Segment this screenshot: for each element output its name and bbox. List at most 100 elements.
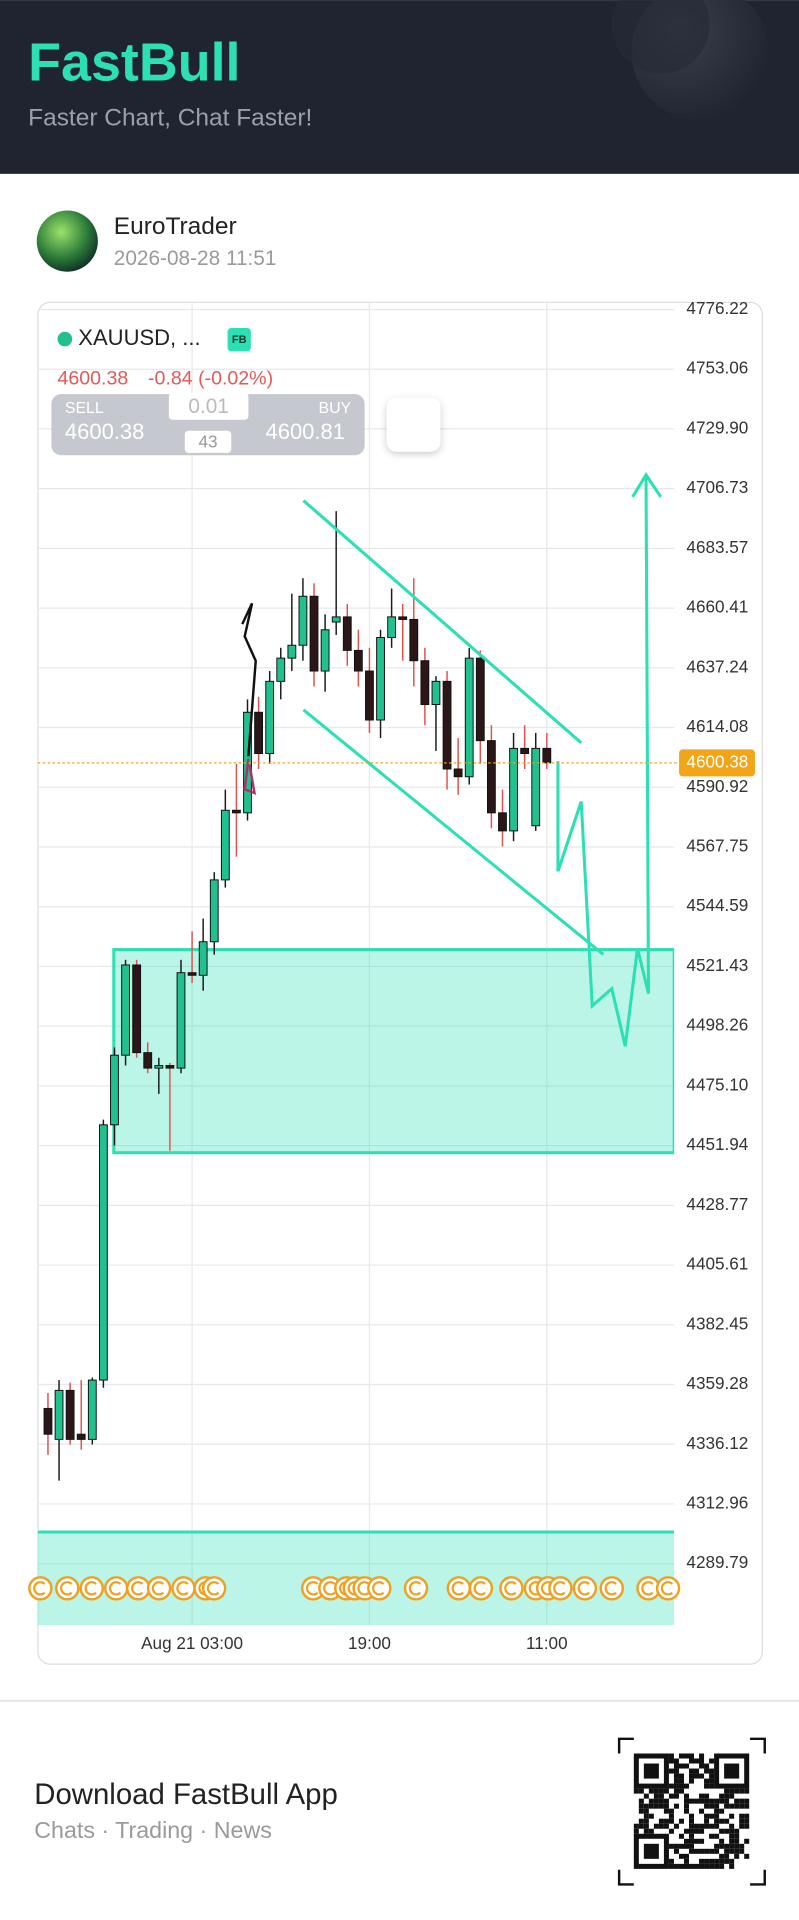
qr-cell — [704, 1823, 710, 1829]
candle-body — [54, 1389, 64, 1440]
qr-cell — [719, 1828, 725, 1834]
avatar[interactable] — [36, 210, 98, 272]
event-icon-glyph — [323, 1581, 336, 1596]
qr-cell — [688, 1833, 695, 1839]
qr-cell — [744, 1788, 750, 1794]
candle-body — [154, 1065, 164, 1069]
y-tick-label: 4451.94 — [686, 1134, 748, 1154]
arrow-head — [631, 472, 663, 498]
event-icon-glyph — [473, 1581, 486, 1596]
qr-cell — [638, 1823, 644, 1829]
qr-cell — [729, 1788, 735, 1794]
event-icon-glyph — [408, 1581, 422, 1596]
qr-cell — [653, 1803, 659, 1809]
qr-finder — [643, 1843, 659, 1859]
qr-cell — [714, 1818, 720, 1824]
qr-cell — [734, 1788, 740, 1794]
candle-body — [409, 618, 419, 662]
y-tick-label: 4521.43 — [686, 955, 748, 975]
qr-corner — [617, 1737, 634, 1754]
brand-subtitle: Faster Chart, Chat Faster! — [28, 104, 312, 131]
candle-body — [542, 747, 552, 764]
pen-stroke — [243, 758, 257, 795]
qr-cell — [643, 1808, 649, 1814]
qr-cell — [683, 1803, 689, 1809]
qr-cell — [673, 1763, 679, 1769]
y-tick-label: 4359.28 — [686, 1373, 748, 1393]
candle-body — [320, 629, 330, 672]
candle-body — [298, 595, 308, 646]
qr-cell — [673, 1848, 679, 1854]
y-tick-label: 4336.12 — [686, 1433, 748, 1453]
candle-body — [87, 1379, 97, 1440]
qr-cell — [678, 1773, 684, 1779]
qr-cell — [688, 1778, 695, 1784]
qr-cell — [658, 1793, 664, 1799]
footer-subtitle: Chats · Trading · News — [34, 1817, 272, 1843]
toolbar-button[interactable] — [386, 397, 441, 452]
candle-body — [198, 941, 208, 976]
candle-body — [276, 657, 286, 682]
lot-box[interactable] — [168, 392, 249, 420]
spread-box — [184, 430, 232, 453]
qr-cell — [643, 1803, 649, 1809]
buy-label[interactable]: BUY — [318, 400, 351, 417]
qr-cell — [724, 1853, 730, 1859]
candle-body — [43, 1407, 53, 1435]
author-name[interactable]: EuroTrader — [114, 213, 237, 240]
qr-cell — [668, 1818, 674, 1824]
qr-cell — [638, 1803, 644, 1809]
qr-cell — [688, 1818, 695, 1824]
qr-corner — [750, 1869, 766, 1886]
qr-cell — [704, 1798, 710, 1804]
candle-body — [331, 616, 341, 623]
qr-cell — [739, 1818, 745, 1824]
sell-price[interactable]: 4600.38 — [65, 419, 145, 444]
y-tick-label: 4637.24 — [686, 656, 748, 676]
lot[interactable]: 0.01 — [188, 395, 228, 418]
event-icon-glyph — [451, 1581, 464, 1596]
qr-cell — [694, 1848, 700, 1854]
y-tick-label: 4706.73 — [686, 477, 748, 497]
qr-cell — [739, 1813, 745, 1819]
candle-body — [453, 768, 463, 778]
buy-price[interactable]: 4600.81 — [265, 419, 345, 444]
qr-cell — [699, 1793, 705, 1799]
qr-cell — [663, 1823, 669, 1829]
event-icon — [126, 1576, 151, 1601]
qr-cell — [648, 1813, 654, 1819]
candle-body — [176, 972, 186, 1069]
qr-cell — [729, 1813, 735, 1819]
qr-cell — [699, 1763, 705, 1769]
qr-cell — [699, 1798, 705, 1804]
y-tick-label: 4312.96 — [686, 1492, 748, 1512]
qr-cell — [714, 1808, 720, 1814]
qr-corner — [750, 1737, 766, 1754]
x-tick-label: Aug 21 03:00 — [141, 1633, 243, 1653]
post-time: 2026-08-28 11:51 — [114, 247, 277, 270]
qr-cell — [678, 1863, 684, 1869]
event-icon — [201, 1576, 227, 1601]
y-tick-label: 4753.06 — [686, 358, 748, 378]
qr-cell — [694, 1798, 700, 1804]
qr-cell — [729, 1858, 735, 1864]
qr-cell — [714, 1843, 720, 1849]
qr-cell — [673, 1863, 679, 1869]
badge: FB — [232, 334, 247, 346]
event-icon — [28, 1576, 53, 1601]
qr-cell — [719, 1798, 725, 1804]
symbol[interactable]: XAUUSD, ... — [78, 325, 200, 350]
channel-line — [302, 708, 605, 956]
sell-label[interactable]: SELL — [65, 400, 104, 417]
qr-cell — [678, 1788, 684, 1794]
qr-cell — [709, 1798, 715, 1804]
candle-body — [132, 964, 142, 1054]
qr-cell — [683, 1838, 689, 1844]
qr-cell — [668, 1843, 674, 1849]
qr-cell — [724, 1828, 730, 1834]
qr-cell — [683, 1828, 689, 1834]
qr-cell — [734, 1803, 740, 1809]
qr-cell — [668, 1768, 674, 1774]
qr-cell — [653, 1823, 659, 1829]
